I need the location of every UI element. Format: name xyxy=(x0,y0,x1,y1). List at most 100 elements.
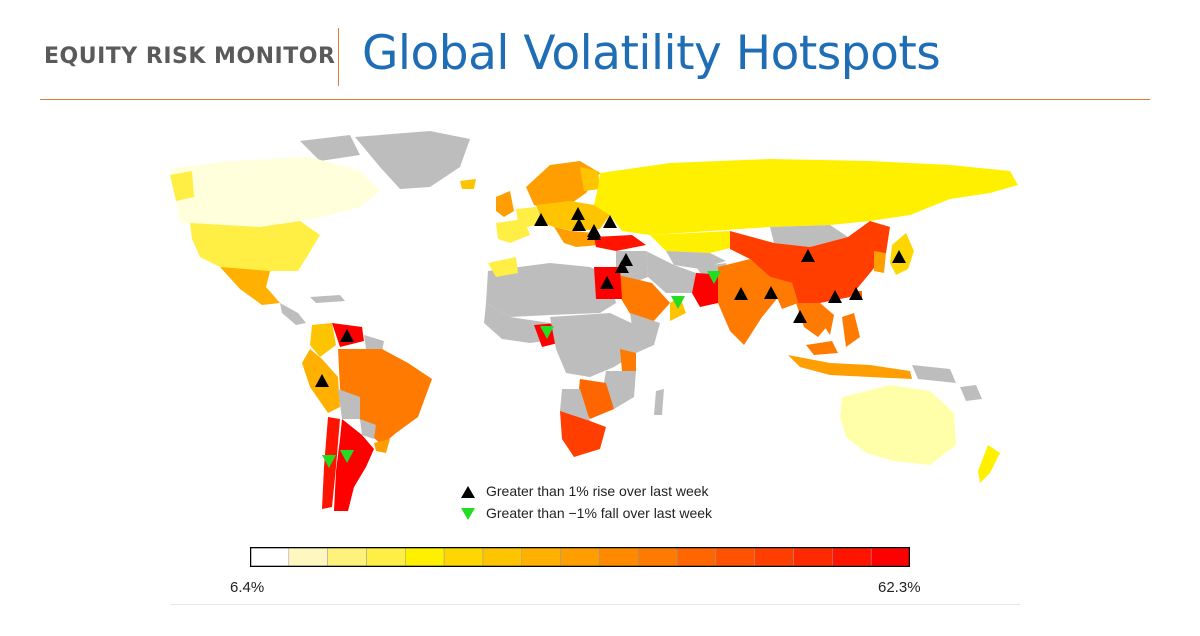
iceland xyxy=(460,179,476,189)
fall-marker xyxy=(322,455,336,468)
india xyxy=(718,259,780,345)
rise-marker xyxy=(793,310,807,323)
rise-marker xyxy=(615,260,629,273)
world-map[interactable] xyxy=(170,127,1020,605)
legend-fall-label: Greater than −1% fall over last week xyxy=(486,505,713,521)
colorbar-swatch xyxy=(250,547,290,567)
colorbar-swatch xyxy=(676,547,717,567)
morocco xyxy=(488,257,518,277)
header: EQUITY RISK MONITOR Global Volatility Ho… xyxy=(40,0,1150,100)
rise-marker xyxy=(828,290,842,303)
canada xyxy=(170,157,380,227)
guianas xyxy=(364,335,384,351)
central-america xyxy=(280,303,306,325)
russia xyxy=(594,159,1018,235)
legend-fall: Greater than −1% fall over last week xyxy=(460,505,712,525)
australia xyxy=(840,385,956,465)
fall-marker xyxy=(671,296,685,309)
colorbar-frame xyxy=(250,547,910,567)
rise-marker xyxy=(571,207,585,220)
rise-marker xyxy=(587,227,601,240)
finland xyxy=(580,167,600,191)
central-asia xyxy=(666,251,726,269)
italy-balkans xyxy=(554,227,600,247)
rise-marker xyxy=(572,218,586,231)
argentina xyxy=(334,419,374,511)
malaysia xyxy=(806,341,838,355)
colorbar-swatch xyxy=(560,547,600,567)
map-panel: Greater than 1% rise over last week Grea… xyxy=(170,127,1020,605)
triangle-up-icon xyxy=(461,486,475,499)
madagascar xyxy=(654,389,664,415)
colorbar-swatch xyxy=(443,547,484,567)
korea xyxy=(874,251,886,273)
colombia xyxy=(310,323,336,357)
colorbar-min-label: 6.4% xyxy=(230,579,265,596)
mexico xyxy=(220,267,280,305)
central-africa xyxy=(550,313,640,377)
colorbar-swatch xyxy=(870,547,910,567)
new-zealand xyxy=(978,445,1000,483)
colorbar-swatch xyxy=(405,547,445,567)
turkey xyxy=(594,235,646,251)
panel-bottom-rule xyxy=(170,604,1020,605)
papua xyxy=(912,365,956,383)
rise-marker xyxy=(619,253,633,266)
colorbar-max-label: 62.3% xyxy=(878,579,921,596)
colorbar-swatch xyxy=(832,547,872,567)
south-africa xyxy=(560,411,606,457)
indonesia xyxy=(788,355,912,379)
north-africa xyxy=(486,263,616,317)
rise-marker xyxy=(801,249,815,262)
colorbar-swatch xyxy=(637,547,678,567)
uk-ireland xyxy=(496,191,514,217)
saudi-arabia xyxy=(618,275,670,323)
kenya xyxy=(620,349,636,371)
usa xyxy=(190,221,320,273)
rise-marker xyxy=(315,374,329,387)
page-title: Global Volatility Hotspots xyxy=(362,26,941,81)
rise-marker xyxy=(849,287,863,300)
colorbar-swatch xyxy=(599,547,639,567)
colorbar-swatch xyxy=(288,547,328,567)
rise-marker xyxy=(603,215,617,228)
colorbar-swatch xyxy=(521,547,561,567)
bolivia xyxy=(338,389,360,419)
iran xyxy=(646,251,696,293)
fall-marker xyxy=(340,450,354,463)
kazakhstan xyxy=(650,231,750,253)
fall-marker xyxy=(540,326,554,339)
horn-of-africa xyxy=(630,313,660,353)
rise-marker xyxy=(340,329,354,342)
colorbar-swatch xyxy=(366,547,406,567)
colorbar-swatch xyxy=(793,547,833,567)
rise-marker xyxy=(600,276,614,289)
iberia xyxy=(496,219,530,243)
colorbar-swatch xyxy=(482,547,523,567)
legend-rise-label: Greater than 1% rise over last week xyxy=(486,483,709,499)
colorbar-swatch xyxy=(327,547,367,567)
brand-label: EQUITY RISK MONITOR xyxy=(44,44,336,69)
paraguay xyxy=(360,419,376,439)
zambia-zimbabwe xyxy=(578,379,614,419)
png-islands xyxy=(960,385,982,401)
bangladesh-myanmar xyxy=(770,277,798,309)
rise-marker xyxy=(534,213,548,226)
uruguay xyxy=(374,439,390,453)
pakistan xyxy=(692,273,726,307)
vietnam xyxy=(820,303,834,335)
colorbar xyxy=(250,547,910,567)
caribbean xyxy=(310,295,345,303)
legend: Greater than 1% rise over last week Grea… xyxy=(460,481,780,525)
header-divider xyxy=(338,28,339,86)
rise-marker xyxy=(734,287,748,300)
japan xyxy=(890,233,914,275)
colorbar-swatch xyxy=(754,547,794,567)
philippines xyxy=(842,313,860,347)
rise-marker xyxy=(764,286,778,299)
greenland xyxy=(355,131,470,189)
marker-layer xyxy=(315,207,906,468)
triangle-down-icon xyxy=(461,508,475,521)
mongolia xyxy=(770,225,848,247)
fall-marker xyxy=(707,271,721,284)
